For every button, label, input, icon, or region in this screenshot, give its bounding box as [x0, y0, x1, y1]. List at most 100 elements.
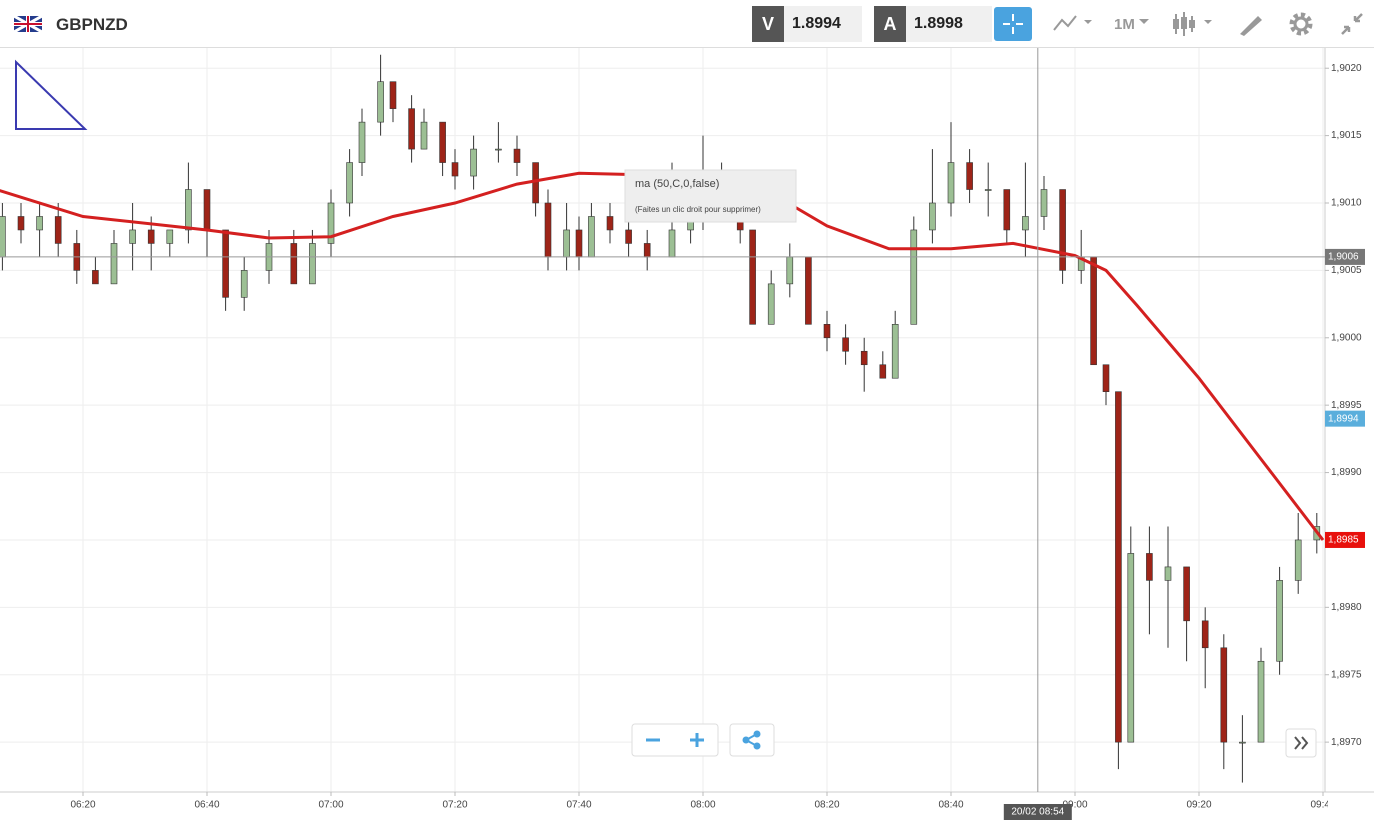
tooltip-title: ma (50,C,0,false): [635, 178, 719, 190]
price-tag-label: 1,8994: [1328, 413, 1359, 424]
candle-body: [1040, 189, 1048, 217]
share-dot: [742, 736, 750, 744]
candle-body: [1257, 660, 1265, 743]
timeframe[interactable]: 1M: [1114, 16, 1135, 33]
caret: [1139, 19, 1149, 24]
y-tick-label: 1,8995: [1331, 400, 1362, 411]
candle: [842, 324, 849, 365]
chart-type-button[interactable]: [1050, 10, 1094, 38]
candle: [879, 351, 887, 379]
candle-body: [767, 283, 775, 325]
candle: [823, 310, 831, 352]
flag: [14, 16, 42, 32]
candle-body: [1220, 647, 1228, 743]
candle: [984, 162, 992, 217]
bid-label: V: [752, 6, 784, 42]
candle: [1090, 256, 1097, 366]
time-tag-label: 20/02 08:54: [1011, 807, 1064, 818]
candle: [222, 229, 229, 311]
moving-average: [0, 171, 1325, 541]
grid: [0, 48, 1325, 792]
candle-body: [1294, 539, 1302, 581]
scroll-icon: [1294, 736, 1309, 750]
drawn-triangle[interactable]: [15, 59, 88, 130]
y-tick-label: 1,8975: [1331, 669, 1362, 680]
candle: [966, 149, 973, 203]
y-tick-label: 1,9005: [1331, 265, 1362, 276]
candle-body: [1059, 189, 1066, 271]
ask-price: 1.8998: [906, 6, 992, 42]
ask-box[interactable]: A 1.8998: [874, 6, 992, 42]
candle: [166, 229, 174, 257]
candle-body: [408, 108, 415, 150]
candle-body: [17, 216, 25, 231]
candle: [92, 256, 99, 285]
candle-body: [1115, 391, 1122, 743]
x-tick-label: 08:00: [690, 800, 715, 811]
candle-body: [588, 216, 595, 258]
candle: [377, 54, 384, 136]
candle: [1164, 526, 1172, 648]
candle: [203, 189, 211, 257]
candle: [0, 203, 6, 271]
candle-body: [1003, 189, 1011, 231]
candle-body: [749, 229, 756, 325]
candle-body: [984, 189, 992, 191]
settings-button[interactable]: [1288, 10, 1316, 38]
candle: [910, 216, 918, 325]
candle: [1102, 364, 1110, 406]
candle: [451, 149, 459, 190]
candle-body: [891, 324, 899, 379]
y-tick-label: 1,9015: [1331, 130, 1362, 141]
candle-body: [358, 121, 366, 163]
x-tick-label: 06:20: [70, 800, 95, 811]
y-tick-label: 1,8980: [1331, 602, 1362, 613]
draw-button[interactable]: [1236, 10, 1264, 38]
crosshair-button[interactable]: [994, 7, 1032, 41]
x-tick-label: 08:40: [938, 800, 963, 811]
candle: [929, 149, 936, 244]
candle: [240, 256, 248, 311]
candle-body: [439, 121, 446, 163]
candle: [606, 203, 614, 244]
candle: [1022, 162, 1029, 257]
collapse-button[interactable]: [1338, 10, 1366, 38]
price-tag-label: 1,8985: [1328, 535, 1359, 546]
candle: [786, 243, 794, 298]
bid-box[interactable]: V 1.8994: [752, 6, 862, 42]
candle: [1183, 566, 1190, 662]
candle: [1003, 189, 1011, 244]
candle-body: [929, 202, 936, 231]
price-tag: [1325, 248, 1365, 265]
candle-body: [1102, 364, 1110, 392]
candle-body: [860, 350, 868, 366]
y-tick-label: 1,8990: [1331, 467, 1362, 478]
candle-body: [910, 229, 918, 325]
candle: [1294, 513, 1302, 594]
candle-body: [36, 216, 43, 231]
price-tag-label: 1,9006: [1328, 252, 1359, 263]
candle-body: [240, 270, 248, 298]
candle-body: [1183, 566, 1190, 622]
chart: ma (50,C,0,false) (Faites un clic droit …: [0, 48, 1374, 820]
candle-button[interactable]: [1170, 10, 1216, 38]
candle-body: [147, 229, 155, 244]
candle-body: [625, 229, 632, 244]
y-tick-label: 1,8970: [1331, 737, 1362, 748]
candle: [563, 203, 570, 271]
candle-body: [166, 229, 174, 244]
share-dot: [753, 730, 761, 738]
share-button[interactable]: [729, 723, 775, 757]
candle-body: [606, 216, 614, 231]
candle: [185, 162, 192, 244]
candle-body: [420, 121, 428, 150]
candle: [129, 203, 136, 271]
candle: [513, 135, 521, 177]
x-tick-label: 07:40: [566, 800, 591, 811]
ask-label: A: [874, 6, 906, 42]
zoom-icons[interactable]: [646, 733, 704, 747]
candle-body: [1090, 256, 1097, 366]
zoom-box: [631, 723, 719, 757]
x-tick-label: 06:40: [194, 800, 219, 811]
